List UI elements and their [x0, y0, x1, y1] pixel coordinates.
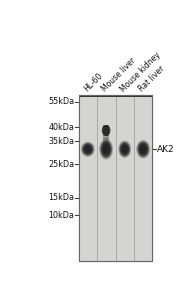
Bar — [103, 134, 109, 136]
Ellipse shape — [140, 145, 147, 154]
Ellipse shape — [82, 143, 94, 156]
Ellipse shape — [122, 145, 128, 154]
Bar — [103, 143, 109, 144]
Bar — [79, 95, 152, 97]
Ellipse shape — [84, 146, 91, 153]
Text: 35kDa: 35kDa — [48, 136, 74, 146]
Bar — [103, 131, 109, 133]
Ellipse shape — [101, 142, 111, 157]
Bar — [103, 126, 109, 128]
Ellipse shape — [120, 143, 129, 155]
Ellipse shape — [83, 144, 93, 154]
Ellipse shape — [118, 140, 131, 158]
Ellipse shape — [119, 142, 130, 157]
Bar — [103, 141, 109, 143]
Bar — [103, 129, 109, 131]
Bar — [134, 97, 152, 261]
Text: 10kDa: 10kDa — [49, 211, 74, 220]
Text: 55kDa: 55kDa — [48, 97, 74, 106]
Bar — [79, 97, 97, 261]
Bar — [103, 128, 109, 130]
Text: HL-60: HL-60 — [82, 72, 104, 94]
Bar — [103, 146, 109, 147]
Bar — [79, 95, 152, 261]
Text: Mouse kidney: Mouse kidney — [119, 50, 163, 94]
Ellipse shape — [100, 140, 112, 158]
Bar — [97, 97, 116, 261]
Ellipse shape — [103, 144, 110, 154]
Bar — [103, 138, 109, 140]
Bar — [103, 140, 109, 142]
Text: Mouse liver: Mouse liver — [100, 56, 138, 94]
Ellipse shape — [138, 143, 148, 156]
Bar — [103, 144, 109, 146]
Bar — [103, 132, 109, 134]
Text: 15kDa: 15kDa — [48, 193, 74, 202]
Text: 40kDa: 40kDa — [49, 123, 74, 132]
Text: 25kDa: 25kDa — [48, 160, 74, 169]
Ellipse shape — [136, 140, 150, 158]
Bar — [103, 135, 109, 137]
Text: AK2: AK2 — [157, 145, 174, 154]
Ellipse shape — [81, 142, 95, 157]
Text: Rat liver: Rat liver — [137, 64, 167, 94]
Bar — [79, 95, 152, 261]
Ellipse shape — [137, 141, 149, 157]
Ellipse shape — [102, 125, 110, 136]
Bar — [103, 125, 109, 127]
Ellipse shape — [99, 139, 113, 160]
Bar — [116, 97, 134, 261]
Bar — [103, 137, 109, 139]
